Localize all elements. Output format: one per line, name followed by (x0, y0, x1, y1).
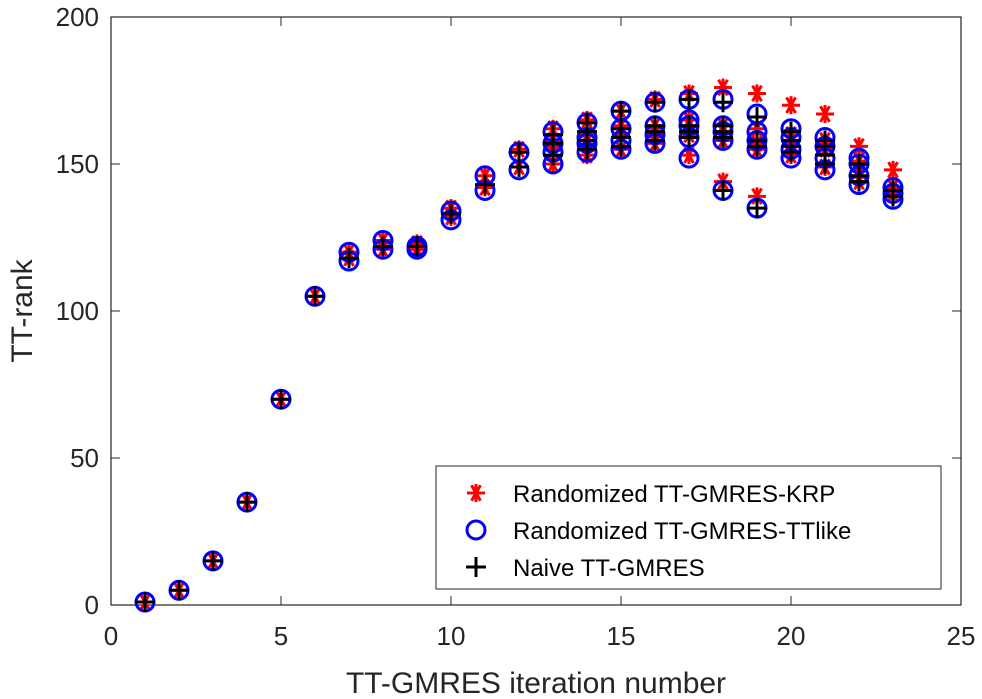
point-asterisk (884, 160, 902, 179)
legend-asterisk-icon (467, 484, 485, 502)
legend-marker-asterisk (467, 484, 485, 502)
legend-circle-icon (465, 519, 487, 541)
legend-box (435, 465, 942, 590)
x-axis-label: TT-GMRES iteration number (346, 667, 726, 699)
point-plus (135, 592, 155, 613)
point-plus (645, 115, 665, 136)
point-plus (339, 248, 359, 269)
point-plus (883, 180, 903, 201)
point-circle (678, 147, 700, 169)
point-plus (679, 89, 699, 110)
legend-plus-icon (466, 557, 486, 577)
point-plus (577, 112, 597, 133)
point-plus (203, 550, 223, 571)
legend-marker-circle (465, 519, 487, 541)
legend-label-naive: Naive TT-GMRES (513, 555, 705, 582)
legend-label-ttlike: Randomized TT-GMRES-TTlike (513, 518, 851, 545)
point-plus (849, 154, 869, 174)
point-plus (781, 121, 801, 142)
point-plus (815, 130, 835, 151)
point-plus (305, 286, 325, 307)
point-asterisk (782, 96, 800, 115)
point-plus (747, 106, 767, 127)
point-plus (679, 115, 699, 136)
point-plus (543, 124, 563, 145)
point-plus (509, 142, 529, 163)
data-series (134, 78, 904, 613)
point-asterisk (816, 105, 834, 124)
point-plus (611, 101, 631, 122)
x-tick-label: 20 (777, 621, 806, 651)
point-plus (713, 92, 733, 113)
point-asterisk (748, 84, 766, 103)
legend-marker-plus (466, 557, 486, 577)
point-plus (645, 92, 665, 113)
y-axis-label: TT-rank (6, 258, 39, 362)
y-tick-label: 50 (70, 443, 99, 473)
point-plus (373, 236, 393, 257)
y-tick-label: 0 (85, 590, 99, 620)
y-tick-label: 100 (56, 296, 99, 326)
x-tick-label: 10 (437, 621, 466, 651)
point-plus (407, 236, 427, 257)
x-tick-label: 0 (104, 621, 118, 651)
point-plus (271, 389, 291, 410)
y-axis-ticks: 0 50 100 150 200 (56, 2, 961, 620)
point-plus (713, 115, 733, 136)
legend-label-krp: Randomized TT-GMRES-KRP (513, 481, 835, 508)
series-2 (135, 89, 903, 613)
point-plus (747, 130, 767, 151)
point-plus (441, 203, 461, 224)
point-plus (169, 580, 189, 601)
x-tick-label: 25 (947, 621, 976, 651)
legend: Randomized TT-GMRES-KRP Randomized TT-GM… (435, 465, 942, 590)
point-plus (475, 174, 495, 195)
point-plus (713, 180, 733, 201)
x-tick-label: 15 (607, 621, 636, 651)
x-tick-label: 5 (274, 621, 288, 651)
y-tick-label: 200 (56, 2, 99, 32)
point-plus (611, 118, 631, 139)
x-axis-ticks: 0 5 10 15 20 25 (104, 17, 976, 651)
point-plus (747, 198, 767, 219)
point-asterisk (850, 137, 868, 156)
point-plus (237, 492, 257, 513)
y-tick-label: 150 (56, 149, 99, 179)
